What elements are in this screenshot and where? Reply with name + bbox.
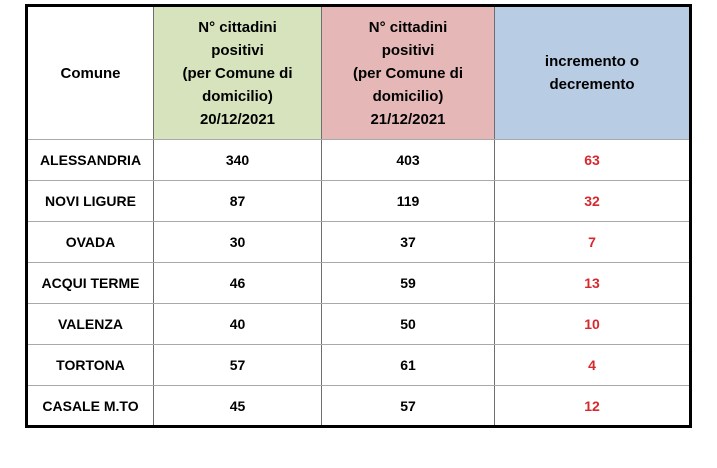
cell-delta: 63 [494, 139, 691, 181]
header-positivi-21-12-2021: N° cittadini positivi (per Comune di dom… [321, 5, 495, 140]
cell-positivi-21: 37 [321, 221, 495, 263]
table-row: ALESSANDRIA 340 403 63 [26, 139, 691, 181]
table-row: OVADA 30 37 7 [26, 221, 691, 263]
cell-positivi-21: 57 [321, 385, 495, 427]
cell-positivi-20: 87 [153, 180, 322, 222]
header-row: Comune N° cittadini positivi (per Comune… [26, 5, 691, 140]
cell-comune: TORTONA [26, 344, 154, 386]
table-row: VALENZA 40 50 10 [26, 303, 691, 345]
covid-positives-table: Comune N° cittadini positivi (per Comune… [25, 4, 692, 428]
cell-delta: 32 [494, 180, 691, 222]
cell-positivi-21: 50 [321, 303, 495, 345]
cell-positivi-21: 403 [321, 139, 495, 181]
cell-positivi-20: 40 [153, 303, 322, 345]
cell-comune: ALESSANDRIA [26, 139, 154, 181]
header-positivi-20-12-2021: N° cittadini positivi (per Comune di dom… [153, 5, 322, 140]
table-body: ALESSANDRIA 340 403 63 NOVI LIGURE 87 11… [26, 139, 691, 427]
table-header: Comune N° cittadini positivi (per Comune… [26, 5, 691, 140]
cell-comune: OVADA [26, 221, 154, 263]
cell-positivi-20: 340 [153, 139, 322, 181]
table-row: NOVI LIGURE 87 119 32 [26, 180, 691, 222]
table-row: CASALE M.TO 45 57 12 [26, 385, 691, 427]
table-row: ACQUI TERME 46 59 13 [26, 262, 691, 304]
cell-positivi-20: 57 [153, 344, 322, 386]
cell-comune: NOVI LIGURE [26, 180, 154, 222]
cell-delta: 12 [494, 385, 691, 427]
header-comune: Comune [26, 5, 154, 140]
cell-positivi-21: 59 [321, 262, 495, 304]
cell-positivi-21: 119 [321, 180, 495, 222]
cell-comune: ACQUI TERME [26, 262, 154, 304]
cell-positivi-20: 30 [153, 221, 322, 263]
cell-delta: 7 [494, 221, 691, 263]
cell-delta: 10 [494, 303, 691, 345]
cell-delta: 4 [494, 344, 691, 386]
table-row: TORTONA 57 61 4 [26, 344, 691, 386]
cell-positivi-20: 45 [153, 385, 322, 427]
cell-delta: 13 [494, 262, 691, 304]
header-incremento-decremento: incremento o decremento [494, 5, 691, 140]
cell-positivi-20: 46 [153, 262, 322, 304]
cell-comune: VALENZA [26, 303, 154, 345]
cell-positivi-21: 61 [321, 344, 495, 386]
cell-comune: CASALE M.TO [26, 385, 154, 427]
